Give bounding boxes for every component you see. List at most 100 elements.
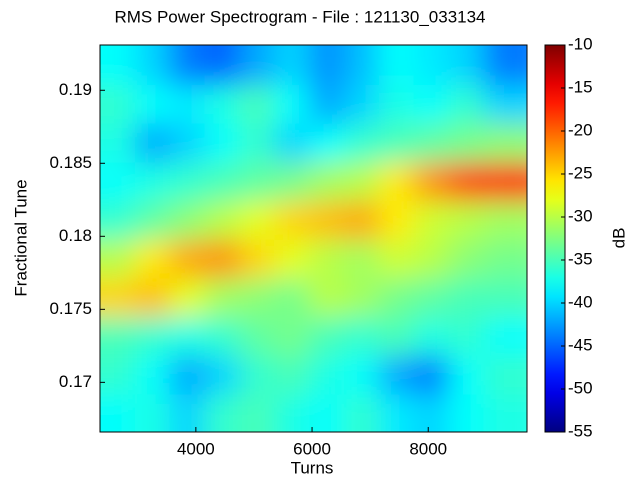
heatmap-cell	[239, 123, 275, 163]
heatmap-cell	[100, 355, 136, 395]
heatmap-cell	[378, 316, 415, 356]
heatmap-cell	[448, 84, 484, 124]
heatmap-cell	[344, 239, 380, 279]
heatmap-cell	[378, 200, 415, 240]
heatmap-cell	[413, 355, 450, 395]
heatmap-cell	[204, 45, 240, 85]
heatmap-cell	[344, 316, 380, 356]
heatmap-cell	[100, 394, 136, 432]
heatmap-cell	[413, 161, 450, 202]
colorbar-tick-label: -35	[568, 249, 593, 268]
heatmap-cell	[344, 84, 380, 124]
heatmap-cell	[483, 123, 527, 163]
heatmap	[100, 45, 527, 432]
heatmap-cell	[134, 277, 171, 318]
heatmap-cell	[413, 200, 450, 240]
heatmap-cell	[274, 123, 310, 163]
colorbar-label: dB	[609, 228, 628, 249]
heatmap-cell	[448, 316, 484, 356]
heatmap-cell	[100, 200, 136, 240]
heatmap-cell	[483, 355, 527, 395]
heatmap-cell	[100, 161, 136, 202]
heatmap-cell	[378, 239, 415, 279]
heatmap-cell	[448, 45, 484, 85]
chart-title: RMS Power Spectrogram - File : 121130_03…	[114, 7, 485, 26]
heatmap-cell	[274, 316, 310, 356]
colorbar-tick-label: -40	[568, 292, 593, 311]
heatmap-cell	[413, 45, 450, 85]
heatmap-cell	[378, 161, 415, 202]
colorbar-tick-label: -45	[568, 335, 593, 354]
y-tick-label: 0.18	[59, 226, 92, 245]
x-axis-label: Turns	[291, 458, 334, 477]
heatmap-cell	[413, 277, 450, 318]
heatmap-cell	[239, 84, 275, 124]
heatmap-cell	[204, 84, 240, 124]
heatmap-cell	[204, 316, 240, 356]
heatmap-cell	[100, 239, 136, 279]
y-tick-label: 0.175	[49, 299, 92, 318]
heatmap-cell	[134, 394, 171, 432]
heatmap-cell	[169, 239, 206, 279]
colorbar-tick-label: -50	[568, 378, 593, 397]
y-tick-label: 0.185	[49, 153, 92, 172]
heatmap-cell	[309, 394, 345, 432]
heatmap-cell	[239, 200, 275, 240]
heatmap-cell	[344, 161, 380, 202]
x-tick-label: 6000	[293, 439, 331, 458]
heatmap-cell	[134, 200, 171, 240]
heatmap-cell	[134, 355, 171, 395]
heatmap-cell	[448, 239, 484, 279]
colorbar-tick-label: -20	[568, 120, 593, 139]
heatmap-cell	[483, 239, 527, 279]
heatmap-cell	[378, 394, 415, 432]
heatmap-cell	[483, 394, 527, 432]
heatmap-cell	[344, 394, 380, 432]
heatmap-cell	[169, 161, 206, 202]
heatmap-cell	[169, 123, 206, 163]
colorbar-tick-label: -25	[568, 163, 593, 182]
heatmap-cell	[413, 239, 450, 279]
heatmap-cell	[274, 45, 310, 85]
colorbar-tick-label: -15	[568, 77, 593, 96]
heatmap-cell	[274, 355, 310, 395]
heatmap-cell	[483, 84, 527, 124]
colorbar-tick-label: -30	[568, 206, 593, 225]
colorbar-tick-label: -55	[568, 421, 593, 440]
heatmap-cell	[309, 239, 345, 279]
heatmap-cell	[448, 355, 484, 395]
heatmap-cell	[134, 45, 171, 85]
heatmap-cell	[100, 277, 136, 318]
heatmap-cell	[413, 84, 450, 124]
heatmap-cell	[483, 161, 527, 202]
heatmap-cell	[483, 45, 527, 85]
heatmap-cell	[239, 239, 275, 279]
heatmap-cell	[448, 123, 484, 163]
heatmap-cell	[204, 355, 240, 395]
heatmap-cell	[100, 84, 136, 124]
colorbar	[544, 44, 566, 433]
y-axis-label: Fractional Tune	[11, 179, 30, 296]
heatmap-cell	[169, 355, 206, 395]
heatmap-cell	[169, 394, 206, 432]
heatmap-cell	[274, 394, 310, 432]
heatmap-cell	[483, 200, 527, 240]
heatmap-cell	[309, 277, 345, 318]
heatmap-cell	[413, 316, 450, 356]
heatmap-cell	[100, 123, 136, 163]
heatmap-cell	[309, 45, 345, 85]
y-tick-label: 0.19	[59, 80, 92, 99]
heatmap-cell	[239, 45, 275, 85]
heatmap-cell	[169, 277, 206, 318]
heatmap-cell	[378, 355, 415, 395]
heatmap-cell	[239, 394, 275, 432]
heatmap-cell	[169, 200, 206, 240]
y-tick-label: 0.17	[59, 372, 92, 391]
heatmap-cell	[344, 200, 380, 240]
heatmap-cell	[448, 394, 484, 432]
heatmap-cell	[344, 355, 380, 395]
heatmap-cell	[134, 84, 171, 124]
heatmap-cell	[169, 84, 206, 124]
heatmap-cell	[134, 316, 171, 356]
